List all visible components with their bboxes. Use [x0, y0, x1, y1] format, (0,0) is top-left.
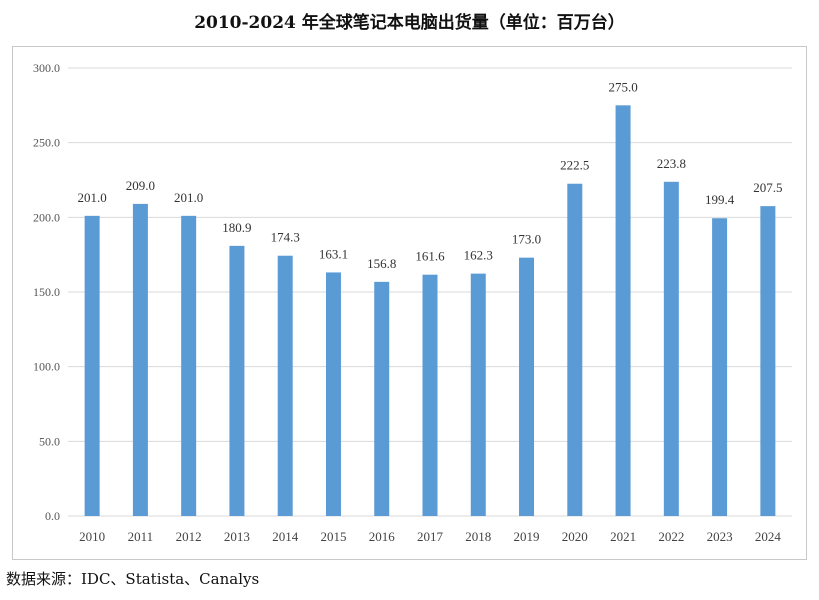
data-label: 207.5: [753, 180, 782, 195]
chart-frame: [12, 46, 807, 560]
y-tick-label: 100.0: [33, 360, 60, 374]
x-tick-label: 2011: [128, 529, 154, 544]
bars: [84, 105, 776, 517]
x-tick-label: 2012: [176, 529, 202, 544]
x-tick-label: 2020: [562, 529, 588, 544]
data-label: 275.0: [608, 79, 637, 94]
x-tick-label: 2017: [417, 529, 444, 544]
data-label: 223.8: [657, 156, 686, 171]
data-labels: 201.0 209.0 201.0 180.9 174.3 163.1 156.8 161.6…: [78, 79, 783, 271]
bar: [712, 218, 728, 516]
x-tick-label: 2021: [610, 529, 636, 544]
x-tick-label: 2013: [224, 529, 250, 544]
data-label: 201.0: [78, 190, 107, 205]
y-tick-label: 0.0: [45, 509, 60, 523]
x-tick-label: 2018: [465, 529, 491, 544]
data-label: 209.0: [126, 178, 155, 193]
x-tick-label: 2014: [272, 529, 299, 544]
x-axis: 2010 2011 2012 2013 2014 2015 2016 2017 2018 2019…: [79, 529, 781, 544]
data-label: 161.6: [415, 249, 445, 264]
data-label: 199.4: [705, 192, 735, 207]
bar: [325, 272, 341, 516]
bar: [567, 183, 583, 516]
data-label: 180.9: [222, 220, 251, 235]
data-label: 222.5: [560, 158, 589, 173]
bar: [663, 181, 679, 517]
y-tick-label: 250.0: [33, 136, 60, 150]
chart-title: 2010-2024 年全球笔记本电脑出货量（单位：百万台）: [194, 13, 625, 33]
x-tick-label: 2015: [320, 529, 346, 544]
bar: [132, 203, 148, 517]
bar: [181, 215, 197, 516]
y-axis: 0.0 50.0 100.0 150.0 200.0 250.0 300.0: [33, 61, 60, 523]
bar: [615, 105, 631, 516]
bar: [470, 273, 486, 516]
x-tick-label: 2010: [79, 529, 105, 544]
x-tick-label: 2024: [755, 529, 782, 544]
y-tick-label: 50.0: [39, 434, 60, 448]
data-source: 数据来源：IDC、Statista、Canalys: [6, 570, 260, 588]
bar: [422, 274, 438, 516]
bar: [374, 281, 390, 516]
data-label: 174.3: [271, 230, 300, 245]
y-tick-label: 150.0: [33, 285, 60, 299]
bar: [277, 255, 293, 516]
x-tick-label: 2022: [658, 529, 684, 544]
bar: [229, 245, 245, 516]
data-label: 163.1: [319, 246, 348, 261]
bar: [760, 206, 776, 516]
x-tick-label: 2019: [514, 529, 540, 544]
bar: [519, 257, 535, 516]
x-tick-label: 2016: [369, 529, 396, 544]
data-label: 156.8: [367, 256, 396, 271]
data-label: 201.0: [174, 190, 203, 205]
data-label: 173.0: [512, 232, 541, 247]
y-tick-label: 300.0: [33, 61, 60, 75]
y-tick-label: 200.0: [33, 210, 60, 224]
x-tick-label: 2023: [707, 529, 733, 544]
data-label: 162.3: [464, 248, 493, 263]
bar: [84, 215, 100, 516]
